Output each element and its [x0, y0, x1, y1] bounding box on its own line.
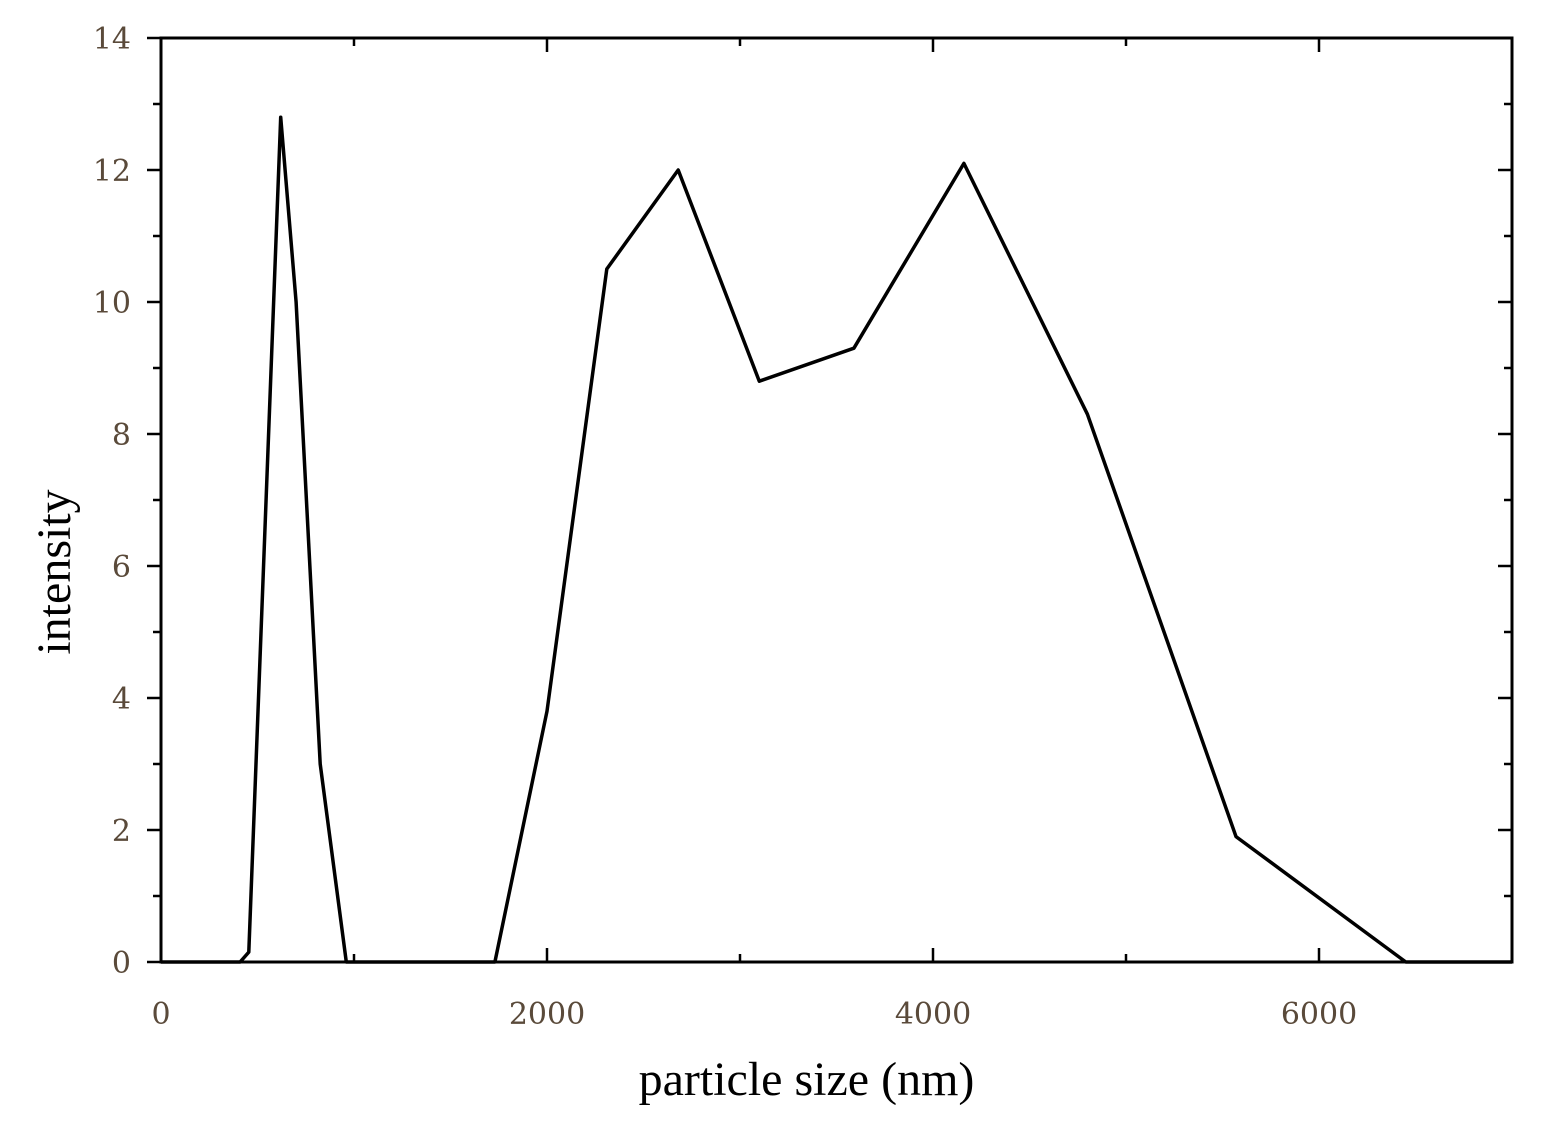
axis-ticks	[147, 36, 1514, 964]
y-tick-label: 12	[93, 154, 131, 189]
series-line	[161, 115, 1512, 964]
x-tick-label: 0	[151, 997, 170, 1032]
x-tick-label: 6000	[1281, 997, 1357, 1032]
y-tick-label: 4	[112, 682, 131, 717]
y-tick-label: 14	[93, 22, 131, 57]
x-tick-label: 2000	[509, 997, 585, 1032]
y-axis-title: intensity	[28, 489, 81, 654]
y-tick-label: 10	[93, 286, 131, 321]
y-tick-label: 6	[112, 550, 131, 585]
y-tick-label: 0	[112, 946, 131, 981]
y-tick-label: 2	[112, 814, 131, 849]
series-layer	[161, 115, 1512, 964]
plot-frame	[159, 36, 1514, 964]
x-tick-label: 4000	[895, 997, 971, 1032]
y-tick-label: 8	[112, 418, 131, 453]
x-axis-title: particle size (nm)	[639, 1053, 975, 1106]
tick-labels: 0 2000 4000 6000 0 2 4 6 8 10 12 14	[93, 22, 1357, 1032]
